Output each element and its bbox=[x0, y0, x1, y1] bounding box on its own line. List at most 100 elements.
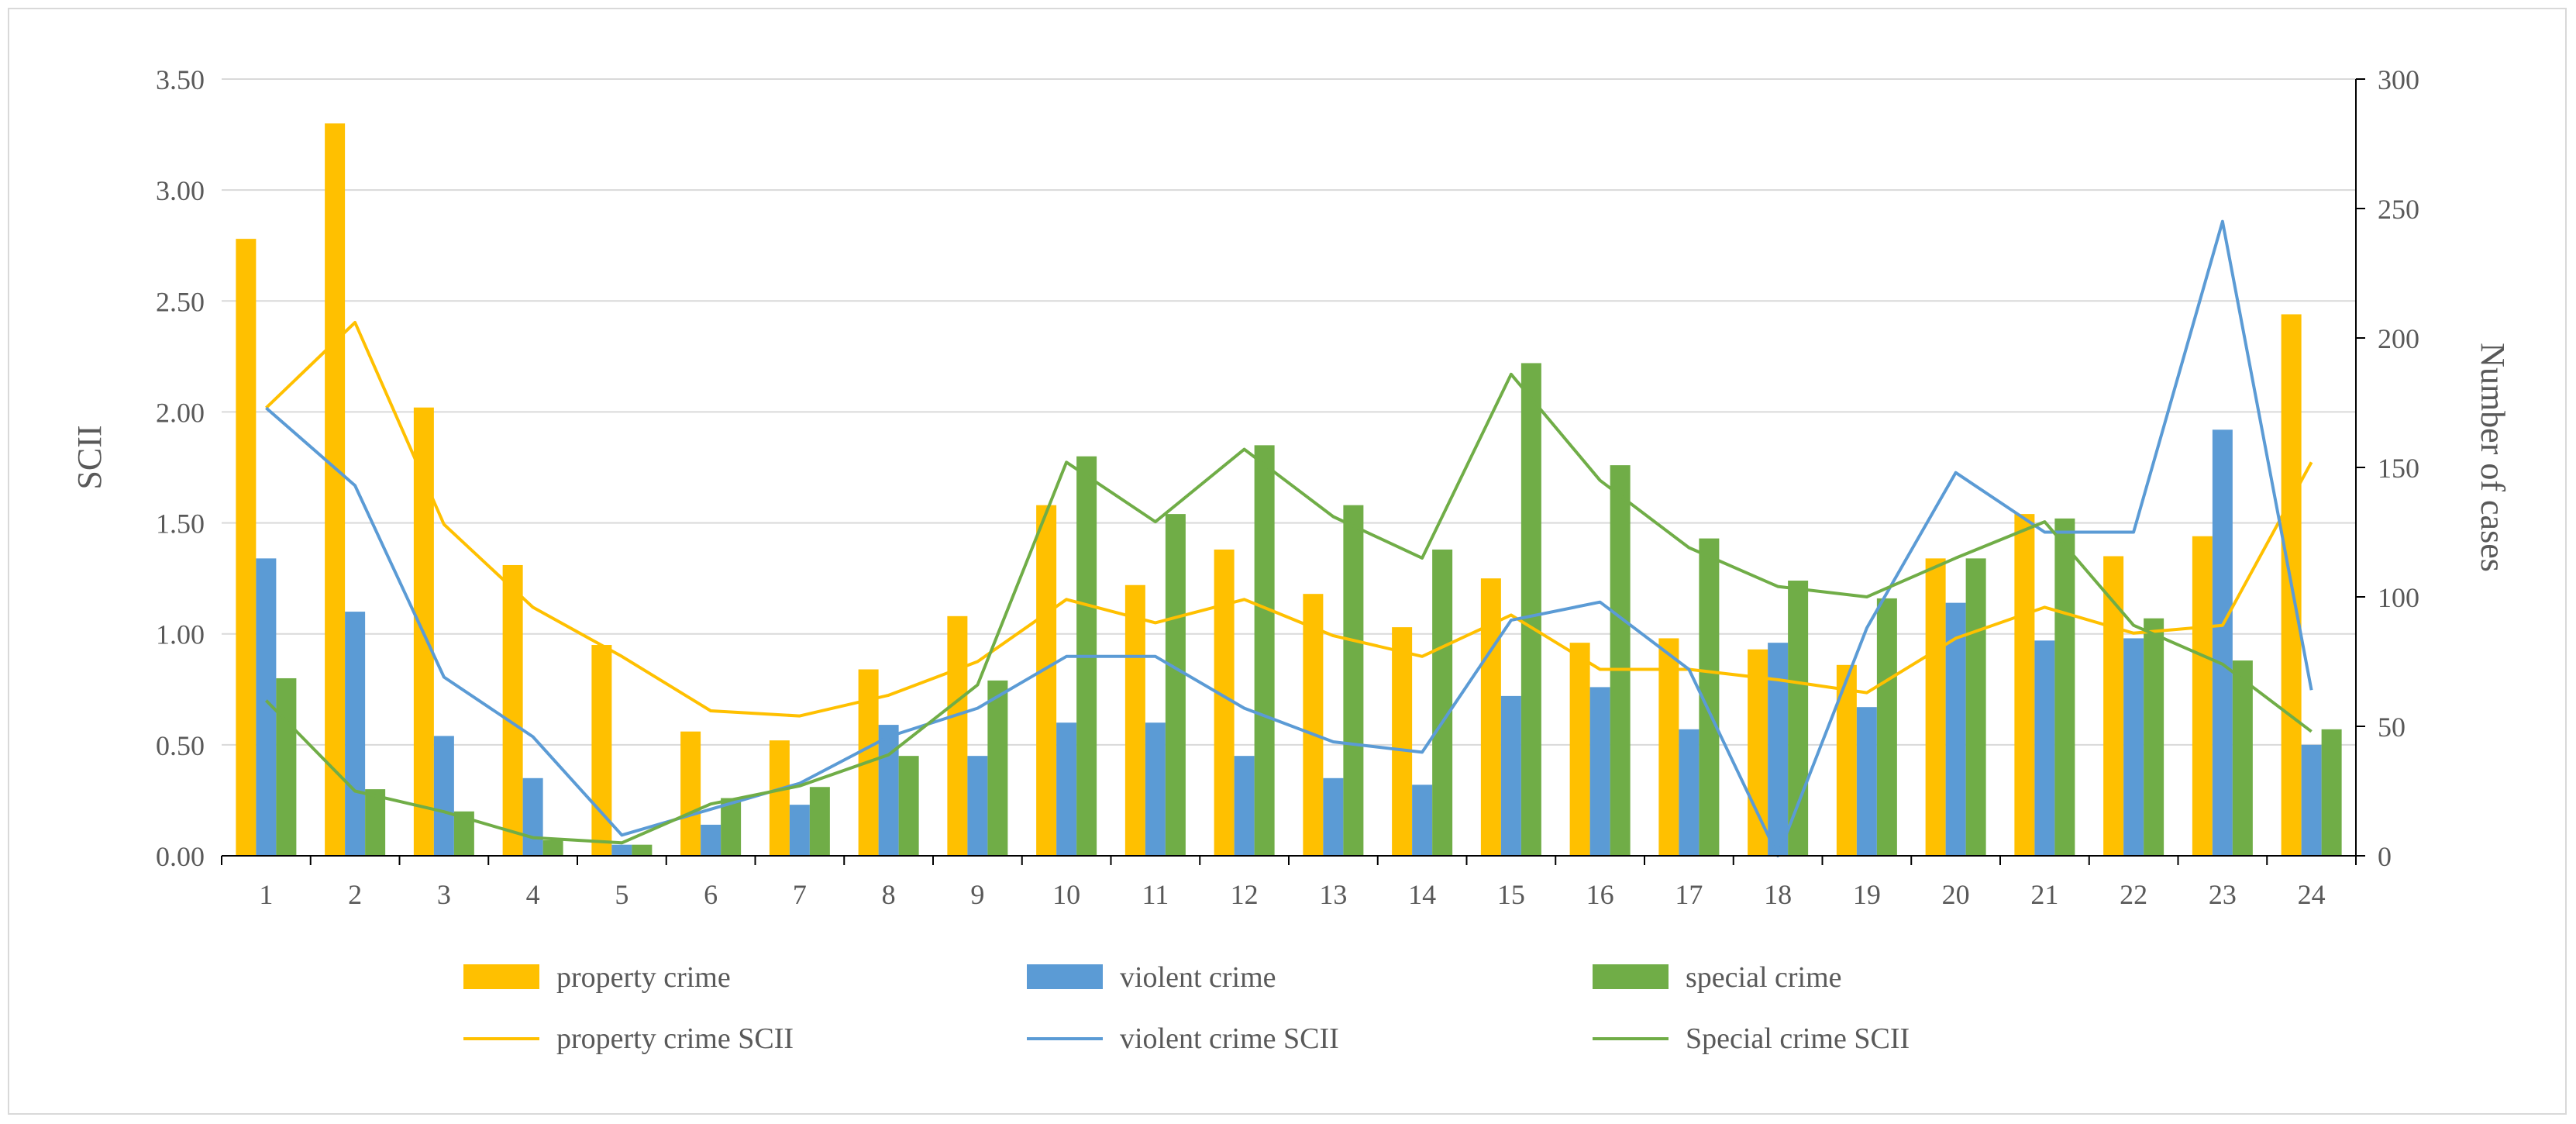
line-property-crime-scii bbox=[265, 321, 2313, 718]
chart-frame: 0.00 0.50 1.00 1.50 2.00 2.50 3.00 3.50 0 50 100 15… bbox=[8, 8, 2567, 1115]
y2-tick-label: 100 bbox=[2378, 582, 2419, 613]
y2-tick-label: 250 bbox=[2378, 194, 2419, 225]
bar-special-crime bbox=[2144, 618, 2164, 856]
bar-property-crime bbox=[1124, 584, 1145, 856]
x-tick-label: 10 bbox=[1052, 879, 1080, 910]
bar-special-crime bbox=[1788, 581, 1809, 856]
x-tick-label: 6 bbox=[704, 879, 718, 910]
bar-special-crime bbox=[1965, 558, 1986, 856]
x-tick-label: 22 bbox=[2120, 879, 2147, 910]
bar-special-crime bbox=[2321, 729, 2342, 856]
legend-swatch bbox=[1027, 964, 1103, 989]
bar-property-crime bbox=[1748, 649, 1768, 856]
x-tick-label: 21 bbox=[2030, 879, 2058, 910]
legend-label: Special crime SCII bbox=[1686, 1022, 1910, 1055]
bar-special-crime bbox=[1520, 363, 1541, 857]
bar-special-crime bbox=[898, 756, 919, 856]
bar-special-crime bbox=[2232, 660, 2253, 856]
y-tick-label: 2.50 bbox=[156, 286, 205, 317]
y-tick-label: 0.50 bbox=[156, 730, 205, 761]
bar-violent-crime bbox=[1056, 722, 1077, 856]
y-tick-label: 3.50 bbox=[156, 64, 205, 95]
bar-violent-crime bbox=[433, 736, 454, 856]
bar-property-crime bbox=[1569, 643, 1590, 856]
bar-special-crime bbox=[365, 789, 386, 856]
bar-special-crime bbox=[1432, 549, 1453, 856]
legend-label: property crime SCII bbox=[556, 1022, 794, 1055]
bar-property-crime bbox=[236, 239, 257, 856]
bar-violent-crime bbox=[1412, 784, 1433, 856]
bar-violent-crime bbox=[1589, 687, 1610, 856]
x-tick-label: 20 bbox=[1942, 879, 1970, 910]
bar-property-crime bbox=[325, 123, 346, 856]
x-tick-label: 11 bbox=[1142, 879, 1169, 910]
y-tick-label: 3.00 bbox=[156, 175, 205, 206]
legend-swatch bbox=[1593, 964, 1669, 989]
bar-special-crime bbox=[721, 798, 742, 856]
y-axis-title: SCII bbox=[71, 425, 108, 489]
legend-label: violent crime bbox=[1120, 961, 1276, 994]
legend-label: property crime bbox=[556, 961, 731, 994]
x-tick-label: 18 bbox=[1764, 879, 1792, 910]
x-tick-label: 9 bbox=[970, 879, 984, 910]
bar-special-crime bbox=[987, 680, 1008, 856]
bar-violent-crime bbox=[1234, 756, 1255, 856]
y2-tick-label: 0 bbox=[2378, 841, 2392, 872]
bar-special-crime bbox=[809, 787, 830, 856]
bar-property-crime bbox=[1036, 505, 1057, 856]
x-tick-label: 19 bbox=[1853, 879, 1881, 910]
bar-special-crime bbox=[1876, 598, 1897, 856]
x-tick-label: 23 bbox=[2209, 879, 2237, 910]
bar-violent-crime bbox=[1145, 722, 1166, 856]
gridlines bbox=[222, 78, 2356, 746]
bar-property-crime bbox=[680, 731, 701, 856]
bar-violent-crime bbox=[522, 777, 543, 856]
bar-special-crime bbox=[1610, 465, 1631, 856]
bar-violent-crime bbox=[2212, 429, 2233, 856]
line-violent-crime-scii bbox=[265, 219, 2313, 857]
bar-violent-crime bbox=[1679, 729, 1700, 856]
y-tick-label: 2.00 bbox=[156, 397, 205, 428]
bar-property-crime bbox=[1925, 558, 1946, 856]
bar-special-crime bbox=[276, 678, 297, 856]
bar-special-crime bbox=[632, 844, 653, 856]
y2-tick-label: 150 bbox=[2378, 453, 2419, 484]
bar-violent-crime bbox=[611, 844, 632, 856]
x-tick-label: 3 bbox=[437, 879, 451, 910]
chart-area: 0.000.501.001.502.002.503.003.5005010015… bbox=[71, 64, 2512, 1055]
bar-special-crime bbox=[2054, 518, 2075, 856]
legend-swatch bbox=[463, 964, 539, 989]
y2-tick-label: 50 bbox=[2378, 712, 2406, 743]
bar-violent-crime bbox=[789, 805, 810, 856]
x-tick-label: 5 bbox=[615, 879, 629, 910]
y2-tick-label: 300 bbox=[2378, 64, 2419, 95]
x-tick-label: 2 bbox=[348, 879, 362, 910]
x-tick-label: 1 bbox=[259, 879, 273, 910]
bar-violent-crime bbox=[1500, 695, 1521, 856]
bar-property-crime bbox=[947, 615, 968, 856]
bar-property-crime bbox=[1658, 638, 1679, 856]
bar-property-crime bbox=[591, 645, 612, 856]
bar-violent-crime bbox=[967, 756, 988, 856]
x-tick-label: 12 bbox=[1231, 879, 1259, 910]
x-tick-label: 24 bbox=[2298, 879, 2326, 910]
bar-special-crime bbox=[1343, 505, 1364, 856]
bar-property-crime bbox=[1303, 594, 1324, 856]
bar-special-crime bbox=[1254, 445, 1275, 856]
x-tick-label: 14 bbox=[1408, 879, 1436, 910]
bar-violent-crime bbox=[2034, 640, 2055, 856]
bar-property-crime bbox=[2014, 514, 2035, 856]
line-special-crime-scii bbox=[264, 372, 2313, 845]
lines bbox=[264, 219, 2313, 857]
y-tick-label: 1.50 bbox=[156, 509, 205, 540]
x-tick-label: 7 bbox=[793, 879, 807, 910]
bar-violent-crime bbox=[1323, 777, 1344, 856]
x-tick-label: 4 bbox=[526, 879, 540, 910]
x-tick-label: 8 bbox=[882, 879, 896, 910]
bar-violent-crime bbox=[2301, 744, 2322, 856]
bar-violent-crime bbox=[701, 824, 721, 856]
bar-property-crime bbox=[502, 564, 523, 856]
bar-violent-crime bbox=[878, 725, 899, 856]
bar-violent-crime bbox=[1856, 707, 1877, 856]
bar-property-crime bbox=[2103, 556, 2124, 856]
